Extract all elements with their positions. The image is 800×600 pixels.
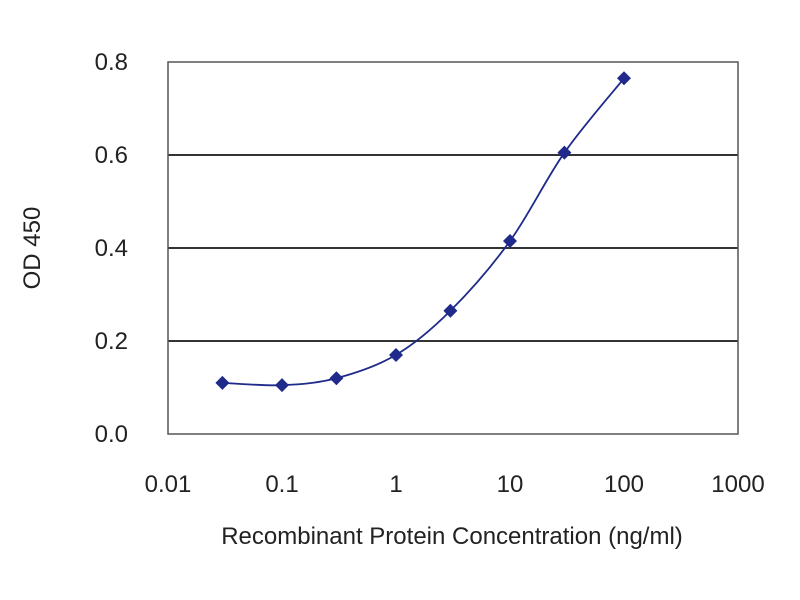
y-tick-label: 0.4 xyxy=(95,235,128,262)
x-tick-label: 10 xyxy=(497,471,524,498)
series-line xyxy=(222,77,625,387)
data-point xyxy=(503,234,517,249)
y-tick-label: 0.2 xyxy=(95,328,128,355)
data-point xyxy=(389,347,403,362)
y-tick-label: 0.8 xyxy=(95,49,128,76)
y-tick-label: 0.0 xyxy=(95,421,128,448)
data-point xyxy=(215,375,230,390)
plot-frame xyxy=(167,61,739,435)
data-point xyxy=(275,378,289,393)
data-point xyxy=(329,371,344,386)
x-tick-label: 1000 xyxy=(711,471,764,498)
data-point xyxy=(617,71,631,86)
x-tick-label: 0.01 xyxy=(145,471,192,498)
x-axis-label: Recombinant Protein Concentration (ng/ml… xyxy=(221,523,683,550)
y-tick-labels: 0.0 0.2 0.4 0.6 0.8 xyxy=(95,49,128,448)
grid-lines xyxy=(168,154,738,342)
data-point xyxy=(443,303,458,318)
x-tick-labels: 0.01 0.1 1 10 100 1000 xyxy=(145,471,765,498)
data-point xyxy=(557,145,572,160)
series-curve-layer xyxy=(222,77,625,387)
y-tick-label: 0.6 xyxy=(95,142,128,169)
x-tick-label: 100 xyxy=(604,471,644,498)
series-points-layer xyxy=(215,71,631,393)
x-tick-label: 0.1 xyxy=(265,471,298,498)
x-tick-label: 1 xyxy=(389,471,402,498)
y-axis-label: OD 450 xyxy=(19,207,46,290)
